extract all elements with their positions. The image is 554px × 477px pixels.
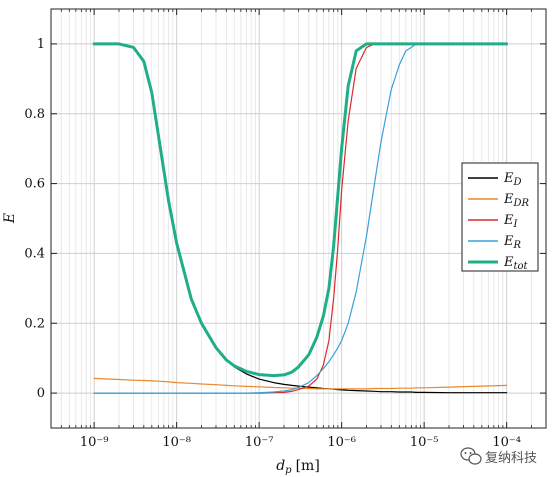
x-tick-label: 10⁻⁸ — [162, 435, 191, 450]
y-tick-label: 0.6 — [24, 177, 45, 192]
legend-label: EDR — [503, 192, 530, 209]
legend-label-main: E — [503, 171, 514, 186]
legend-label-main: E — [503, 255, 514, 270]
legend-label-subscript: D — [513, 177, 522, 188]
wechat-icon — [460, 447, 482, 465]
x-tick-label: 10⁻⁶ — [327, 435, 356, 450]
x-tick-label: 10⁻⁹ — [80, 435, 109, 450]
x-tick-label: 10⁻⁷ — [245, 435, 274, 450]
legend-label: ER — [503, 234, 522, 251]
series-line-e-dr — [93, 377, 508, 390]
legend-label-main: E — [503, 213, 514, 228]
legend-label-subscript: R — [513, 240, 522, 251]
plot-series — [92, 42, 509, 394]
series-line-e-tot — [92, 42, 509, 378]
legend-label-main: E — [503, 234, 514, 249]
x-tick-label: 10⁻⁴ — [492, 435, 521, 450]
watermark-text: 复纳科技 — [485, 451, 537, 466]
legend-box — [461, 162, 539, 272]
x-axis-label-main: d — [276, 458, 285, 474]
y-tick-label: 0 — [37, 386, 45, 401]
axis-ticks: 10⁻⁹ 10⁻⁸ 10⁻⁷ 10⁻⁶ 10⁻⁵ 10⁻⁴ 0 0.2 0.4 0.6 0.8 1 — [24, 9, 546, 450]
x-axis-label-unit: [m] — [296, 458, 320, 474]
y-axis-label: E — [2, 213, 18, 224]
y-tick-label: 1 — [37, 37, 45, 52]
legend-label-subscript: DR — [513, 198, 530, 209]
watermark: 复纳科技 — [460, 447, 537, 466]
x-axis-label-subscript: p — [285, 465, 292, 476]
legend-label: Etot — [503, 255, 529, 272]
y-tick-label: 0.8 — [24, 107, 45, 122]
legend-label-main: E — [503, 192, 514, 207]
series-line-e-r — [93, 43, 508, 394]
grid — [51, 9, 546, 428]
legend-label-subscript: I — [513, 219, 519, 230]
legend-label: EI — [503, 213, 519, 230]
y-tick-label: 0.4 — [24, 246, 45, 261]
y-tick-label: 0.2 — [24, 316, 45, 331]
x-axis-label: dp [m] — [276, 458, 320, 476]
legend-label: ED — [503, 171, 522, 188]
x-tick-label: 10⁻⁵ — [410, 435, 439, 450]
legend-label-subscript: tot — [514, 261, 529, 272]
